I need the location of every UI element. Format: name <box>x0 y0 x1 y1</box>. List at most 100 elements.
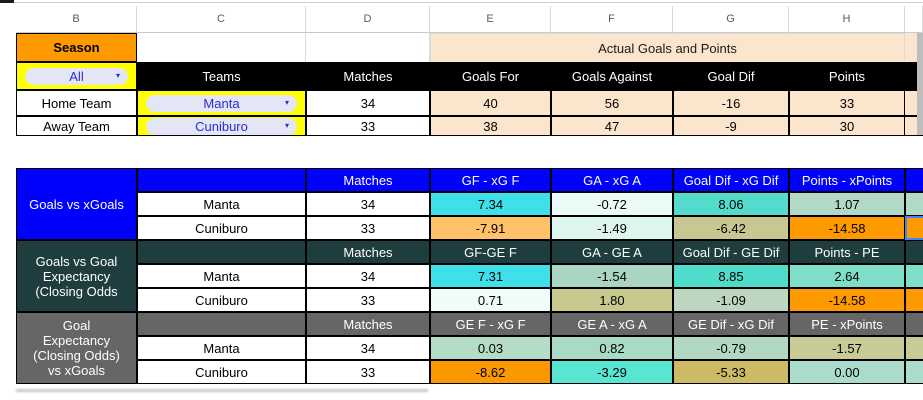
s2-cuniburo-label[interactable]: Cuniburo <box>137 288 306 312</box>
s1-manta-gf-xgf[interactable]: 7.34 <box>430 192 551 216</box>
s1-cuniburo-label[interactable]: Cuniburo <box>137 216 306 240</box>
matches-header[interactable]: Matches <box>306 62 430 90</box>
season-header[interactable]: Season <box>16 33 137 62</box>
cell-d2-blank[interactable] <box>306 33 430 62</box>
s3-manta-sliver[interactable] <box>905 336 923 360</box>
s1-cuniburo-matches[interactable]: 33 <box>306 216 430 240</box>
s2-cuniburo-matches[interactable]: 33 <box>306 288 430 312</box>
s1-cuniburo-ga-xga[interactable]: -1.49 <box>551 216 673 240</box>
s2-cuniburo-sliver[interactable] <box>905 288 923 312</box>
s2-cuniburo-ga-gea[interactable]: 1.80 <box>551 288 673 312</box>
s1-points-xpoints-header[interactable]: Points - xPoints <box>789 168 905 192</box>
dropdown-arrow-icon[interactable]: ▾ <box>115 71 120 80</box>
cell-c2-blank[interactable] <box>137 33 306 62</box>
s1-manta-label[interactable]: Manta <box>137 192 306 216</box>
s3-cuniburo-matches[interactable]: 33 <box>306 360 430 384</box>
dropdown-arrow-icon[interactable]: ▾ <box>284 121 289 130</box>
home-team-chip-pill[interactable]: Manta ▾ <box>146 94 297 112</box>
selected-cell[interactable] <box>905 216 923 240</box>
s3-manta-label[interactable]: Manta <box>137 336 306 360</box>
actual-goals-points-header[interactable]: Actual Goals and Points <box>430 33 905 62</box>
goal-expectancy-vs-xgoals-title[interactable]: Goal Expectancy (Closing Odds) vs xGoals <box>16 312 137 384</box>
goals-against-header[interactable]: Goals Against <box>551 62 673 90</box>
s2-points-pe-header[interactable]: Points - PE <box>789 240 905 264</box>
s3-manta-gedif-xgdif[interactable]: -0.79 <box>673 336 789 360</box>
home-goals-against[interactable]: 56 <box>551 90 673 116</box>
s2-manta-points-pe[interactable]: 2.64 <box>789 264 905 288</box>
s3-pe-xpoints-header[interactable]: PE - xPoints <box>789 312 905 336</box>
col-letter-sliver[interactable] <box>905 6 923 33</box>
away-goals-for[interactable]: 38 <box>430 116 551 136</box>
s3-gedif-xgdif-header[interactable]: GE Dif - xG Dif <box>673 312 789 336</box>
season-filter-chip-pill[interactable]: All ▾ <box>25 67 128 85</box>
s1-manta-ga-xga[interactable]: -0.72 <box>551 192 673 216</box>
s3-cuniburo-sliver[interactable] <box>905 360 923 384</box>
s1-goaldif-xgdif-header[interactable]: Goal Dif - xG Dif <box>673 168 789 192</box>
s2-manta-matches[interactable]: 34 <box>306 264 430 288</box>
away-goal-dif[interactable]: -9 <box>673 116 789 136</box>
s3-gea-xga-header[interactable]: GE A - xG A <box>551 312 673 336</box>
s2-cuniburo-points-pe[interactable]: -14.58 <box>789 288 905 312</box>
away-team-label[interactable]: Away Team <box>16 116 137 136</box>
away-matches[interactable]: 33 <box>306 116 430 136</box>
s3-cuniburo-gea-xga[interactable]: -3.29 <box>551 360 673 384</box>
col-letter-e[interactable]: E <box>430 6 551 33</box>
s3-blank-header[interactable] <box>137 312 306 336</box>
s2-cuniburo-goaldif-gedif[interactable]: -1.09 <box>673 288 789 312</box>
s1-manta-matches[interactable]: 34 <box>306 192 430 216</box>
s1-manta-sliver[interactable] <box>905 192 923 216</box>
s2-gf-gef-header[interactable]: GF-GE F <box>430 240 551 264</box>
s2-manta-label[interactable]: Manta <box>137 264 306 288</box>
s3-manta-gef-xgf[interactable]: 0.03 <box>430 336 551 360</box>
s3-cuniburo-gef-xgf[interactable]: -8.62 <box>430 360 551 384</box>
goal-dif-header[interactable]: Goal Dif <box>673 62 789 90</box>
col-letter-b[interactable]: B <box>16 6 137 33</box>
s1-blank-header[interactable] <box>137 168 306 192</box>
s3-cuniburo-label[interactable]: Cuniburo <box>137 360 306 384</box>
col-letter-f[interactable]: F <box>551 6 673 33</box>
col-letter-g[interactable]: G <box>673 6 789 33</box>
s1-manta-points-xpoints[interactable]: 1.07 <box>789 192 905 216</box>
s3-manta-matches[interactable]: 34 <box>306 336 430 360</box>
away-goals-against[interactable]: 47 <box>551 116 673 136</box>
s1-cuniburo-gf-xgf[interactable]: -7.91 <box>430 216 551 240</box>
home-goals-for[interactable]: 40 <box>430 90 551 116</box>
s2-cuniburo-gf-gef[interactable]: 0.71 <box>430 288 551 312</box>
goals-for-header[interactable]: Goals For <box>430 62 551 90</box>
teams-header[interactable]: Teams <box>137 62 306 90</box>
s1-matches-header[interactable]: Matches <box>306 168 430 192</box>
s2-sliver-header[interactable] <box>905 240 923 264</box>
s2-manta-goaldif-gedif[interactable]: 8.85 <box>673 264 789 288</box>
s3-manta-gea-xga[interactable]: 0.82 <box>551 336 673 360</box>
s3-matches-header[interactable]: Matches <box>306 312 430 336</box>
s2-blank-header[interactable] <box>137 240 306 264</box>
goals-vs-goal-expectancy-title[interactable]: Goals vs Goal Expectancy (Closing Odds <box>16 240 137 312</box>
s1-sliver-header[interactable] <box>905 168 923 192</box>
away-team-chip[interactable]: Cuniburo ▾ <box>137 116 306 136</box>
s2-manta-ga-gea[interactable]: -1.54 <box>551 264 673 288</box>
s3-cuniburo-gedif-xgdif[interactable]: -5.33 <box>673 360 789 384</box>
s2-ga-gea-header[interactable]: GA - GE A <box>551 240 673 264</box>
away-team-chip-pill[interactable]: Cuniburo ▾ <box>146 117 297 135</box>
col-letter-d[interactable]: D <box>306 6 430 33</box>
s1-manta-goaldif-xgdif[interactable]: 8.06 <box>673 192 789 216</box>
season-filter-chip[interactable]: All ▾ <box>16 62 137 90</box>
s1-ga-xga-header[interactable]: GA - xG A <box>551 168 673 192</box>
s2-manta-gf-gef[interactable]: 7.31 <box>430 264 551 288</box>
s1-cuniburo-points-xpoints[interactable]: -14.58 <box>789 216 905 240</box>
s2-manta-sliver[interactable] <box>905 264 923 288</box>
s2-matches-header[interactable]: Matches <box>306 240 430 264</box>
s1-gf-xgf-header[interactable]: GF - xG F <box>430 168 551 192</box>
col-letter-h[interactable]: H <box>789 6 905 33</box>
s1-cuniburo-goaldif-xgdif[interactable]: -6.42 <box>673 216 789 240</box>
home-goal-dif[interactable]: -16 <box>673 90 789 116</box>
points-header[interactable]: Points <box>789 62 905 90</box>
s2-goaldif-gedif-header[interactable]: Goal Dif - GE Dif <box>673 240 789 264</box>
dropdown-arrow-icon[interactable]: ▾ <box>284 98 289 107</box>
home-points[interactable]: 33 <box>789 90 905 116</box>
s3-sliver-header[interactable] <box>905 312 923 336</box>
col-letter-c[interactable]: C <box>137 6 306 33</box>
home-team-label[interactable]: Home Team <box>16 90 137 116</box>
s3-manta-pe-xpoints[interactable]: -1.57 <box>789 336 905 360</box>
s3-cuniburo-pe-xpoints[interactable]: 0.00 <box>789 360 905 384</box>
